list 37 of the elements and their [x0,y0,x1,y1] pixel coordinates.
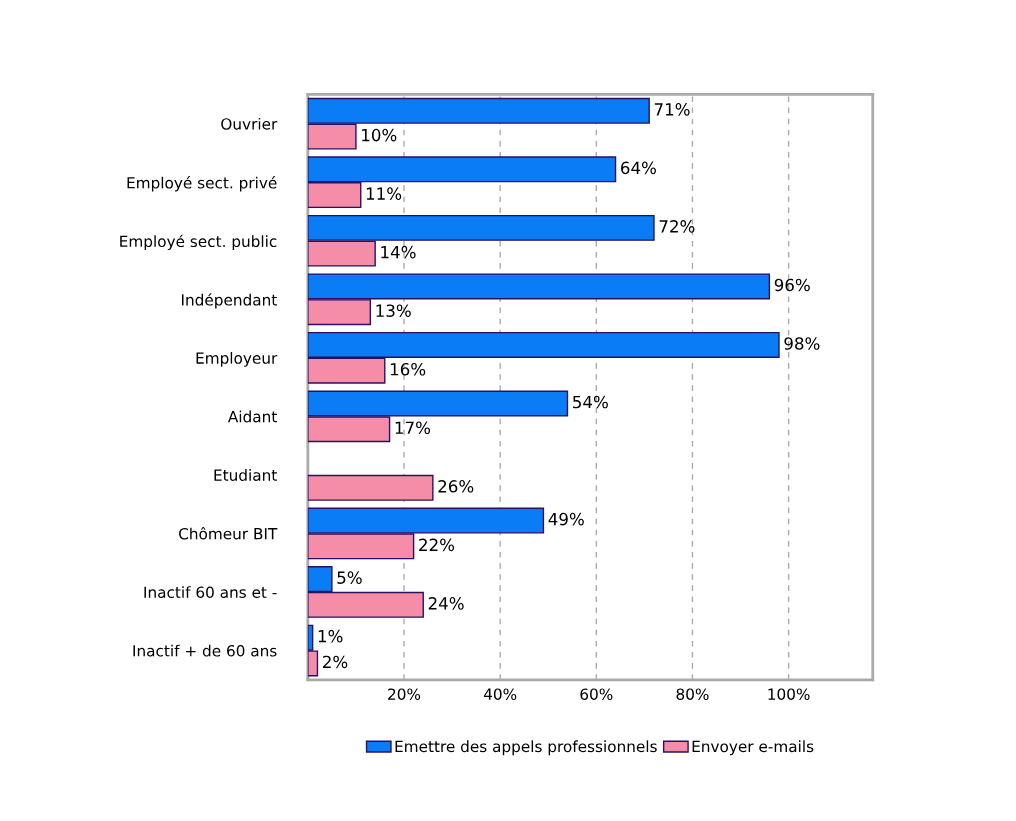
data-label: 16% [390,362,426,376]
bar [307,474,434,501]
legend-label: Emettre des appels professionnels [395,740,657,756]
data-label: 64% [621,161,656,175]
x-tick-label: 80% [676,688,709,700]
y-tick-label: Chômeur BIT [179,527,278,540]
y-tick-label: Inactif 60 ans et - [144,586,277,598]
y-tick-label: Employeur [196,352,278,367]
data-label: 13% [376,304,411,318]
x-tick-label: 100% [768,688,810,700]
data-label: 22% [419,538,455,552]
y-tick-label: Etudiant [214,469,277,481]
legend-label: Envoyer e-mails [692,740,814,756]
y-tick-label: Employé sect. privé [127,176,277,192]
y-tick-label: Indépendant [181,293,277,309]
data-label: 49% [548,512,584,526]
x-tick-label: 20% [388,688,421,700]
data-label: 17% [395,421,431,435]
data-label: 96% [774,278,810,292]
data-label: 98% [784,337,820,350]
data-label: 10% [362,128,397,142]
data-label: 14% [381,245,416,259]
y-tick-label: Ouvrier [221,117,278,130]
x-tick-label: 60% [580,688,613,700]
y-tick-label: Aidant [227,410,277,423]
data-label: 1% [318,629,343,643]
data-label: 5% [337,571,362,584]
data-label: 71% [654,103,690,116]
y-tick-label: Inactif + de 60 ans [133,644,277,657]
data-label: 24% [428,597,464,610]
x-tick-label: 40% [483,688,517,700]
data-label: 2% [323,655,348,669]
data-label: 54% [573,395,608,409]
y-tick-label: Employé sect. public [120,234,277,251]
data-label: 11% [366,187,402,200]
data-label: 26% [438,480,474,493]
data-label: 72% [659,220,695,233]
